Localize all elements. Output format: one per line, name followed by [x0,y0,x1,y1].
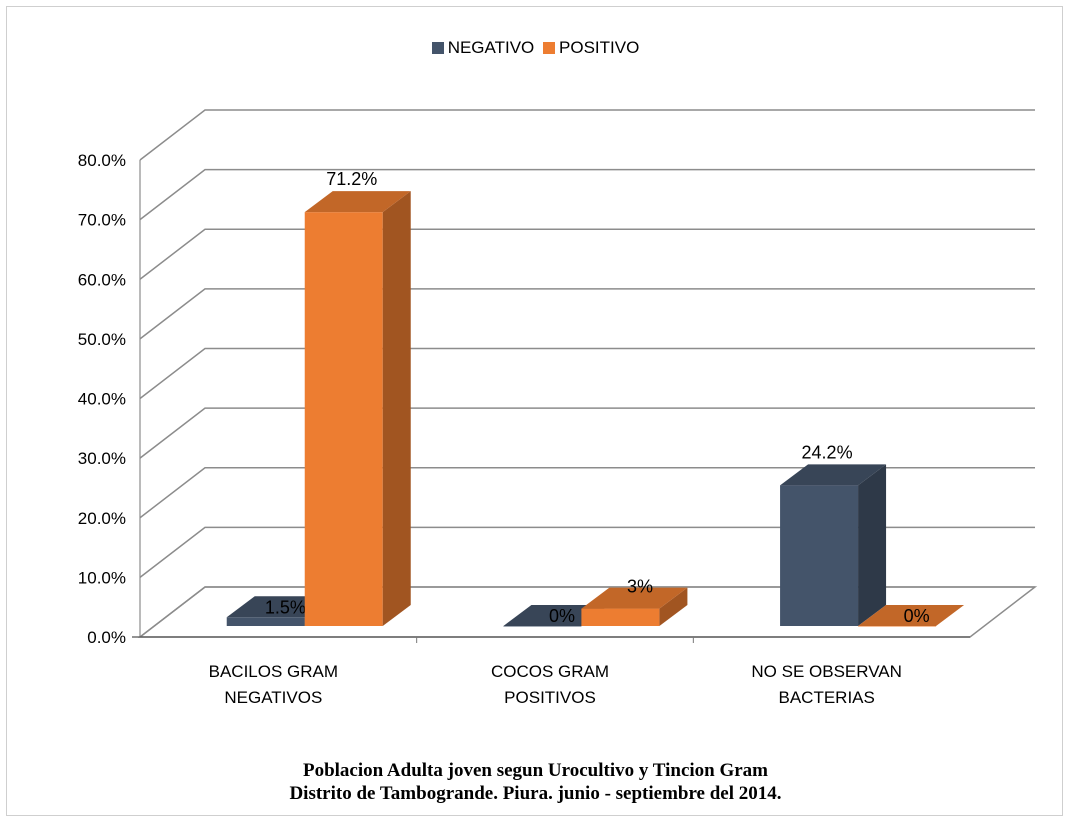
bar-front [581,608,660,626]
x-tick-label: NO SE OBSERVAN [751,662,902,681]
bar-side [858,464,887,626]
gridline [139,347,1035,400]
bar-front [304,212,383,626]
caption-line-1: Poblacion Adulta joven segun Urocultivo … [302,760,769,781]
data-label: 0% [904,606,930,626]
legend-label-positivo: POSITIVO [559,38,640,57]
y-tick-label: 50.0% [78,330,126,349]
bar-side [659,587,688,626]
y-tick-label: 30.0% [78,449,126,468]
legend: NEGATIVO POSITIVO [0,38,1071,59]
bar-front [780,485,859,626]
data-label: 24.2% [802,442,853,462]
bar-front [503,626,582,627]
data-label: 1.5% [265,597,306,617]
gridline [139,109,1035,161]
legend-item-negativo: NEGATIVO [431,38,535,58]
bar-negativo-2 [780,464,887,626]
y-tick-label: 10.0% [78,568,126,587]
data-label: 0% [549,606,575,626]
bar-top [304,191,411,213]
bar-positivo-2 [858,605,965,627]
legend-item-positivo: POSITIVO [543,38,639,58]
x-tick-label: BACTERIAS [778,688,874,707]
y-tick-label: 60.0% [78,270,126,289]
chart-frame [6,6,1063,816]
bar-front [226,617,305,626]
gridline [139,228,1035,280]
gridline [139,467,1035,519]
gridline [139,407,1035,459]
x-tick-label: COCOS GRAM [491,662,609,681]
bar-positivo-0 [304,191,411,626]
x-tick-label: BACILOS GRAM [209,662,338,681]
bar-front [858,626,937,627]
x-tick-label: POSITIVOS [504,688,596,707]
data-label: 71.2% [326,169,377,189]
caption-line-2: Distrito de Tambogrande. Piura. junio - … [289,783,782,804]
data-label: 3% [627,577,653,597]
legend-swatch-negativo [431,42,444,54]
bar-positivo-1 [581,587,688,626]
y-tick-label: 0.0% [87,628,126,647]
legend-label-negativo: NEGATIVO [447,38,535,57]
bar-side [382,191,411,626]
x-tick-label: NEGATIVOS [224,688,322,707]
gridline [139,288,1035,340]
y-tick-label: 80.0% [78,151,126,170]
bar-top [581,587,688,609]
bar-top [858,605,965,626]
gridline [139,168,1035,221]
legend-swatch-positivo [543,42,556,54]
gridline [139,526,1035,578]
y-tick-label: 20.0% [78,509,126,528]
bar-top [780,464,887,486]
y-tick-label: 70.0% [78,211,126,230]
y-tick-label: 40.0% [78,390,126,409]
